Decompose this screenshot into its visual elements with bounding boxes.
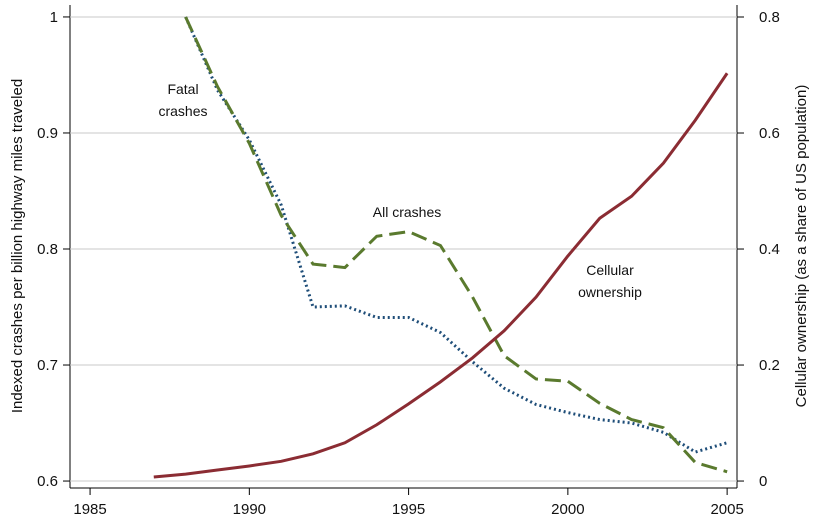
y-tick-label: 0.7 <box>37 357 58 374</box>
y-axis-label: Indexed crashes per billion highway mile… <box>9 79 26 413</box>
annotation: ownership <box>578 284 642 300</box>
x-tick-label: 1985 <box>73 501 106 518</box>
y2-tick-label: 0.8 <box>759 9 780 26</box>
annotation: Cellular <box>586 262 634 278</box>
annotation: Fatal <box>167 81 198 97</box>
y-tick-label: 1 <box>50 9 58 26</box>
y2-tick-label: 0 <box>759 473 767 490</box>
y2-tick-label: 0.2 <box>759 357 780 374</box>
series-line <box>184 16 728 474</box>
y2-tick-label: 0.4 <box>759 241 780 258</box>
x-tick-label: 1990 <box>233 501 266 518</box>
y-tick-label: 0.6 <box>37 473 58 490</box>
x-tick-label: 2005 <box>710 501 743 518</box>
x-tick-label: 2000 <box>551 501 584 518</box>
y-tick-label: 0.9 <box>37 125 58 142</box>
annotation: All crashes <box>373 204 441 220</box>
x-tick-label: 1995 <box>392 501 425 518</box>
series-line <box>184 16 728 454</box>
annotation: crashes <box>158 103 207 119</box>
y2-axis-label: Cellular ownership (as a share of US pop… <box>793 85 810 408</box>
y2-tick-label: 0.6 <box>759 125 780 142</box>
y-tick-label: 0.8 <box>37 241 58 258</box>
series-line <box>153 72 729 479</box>
